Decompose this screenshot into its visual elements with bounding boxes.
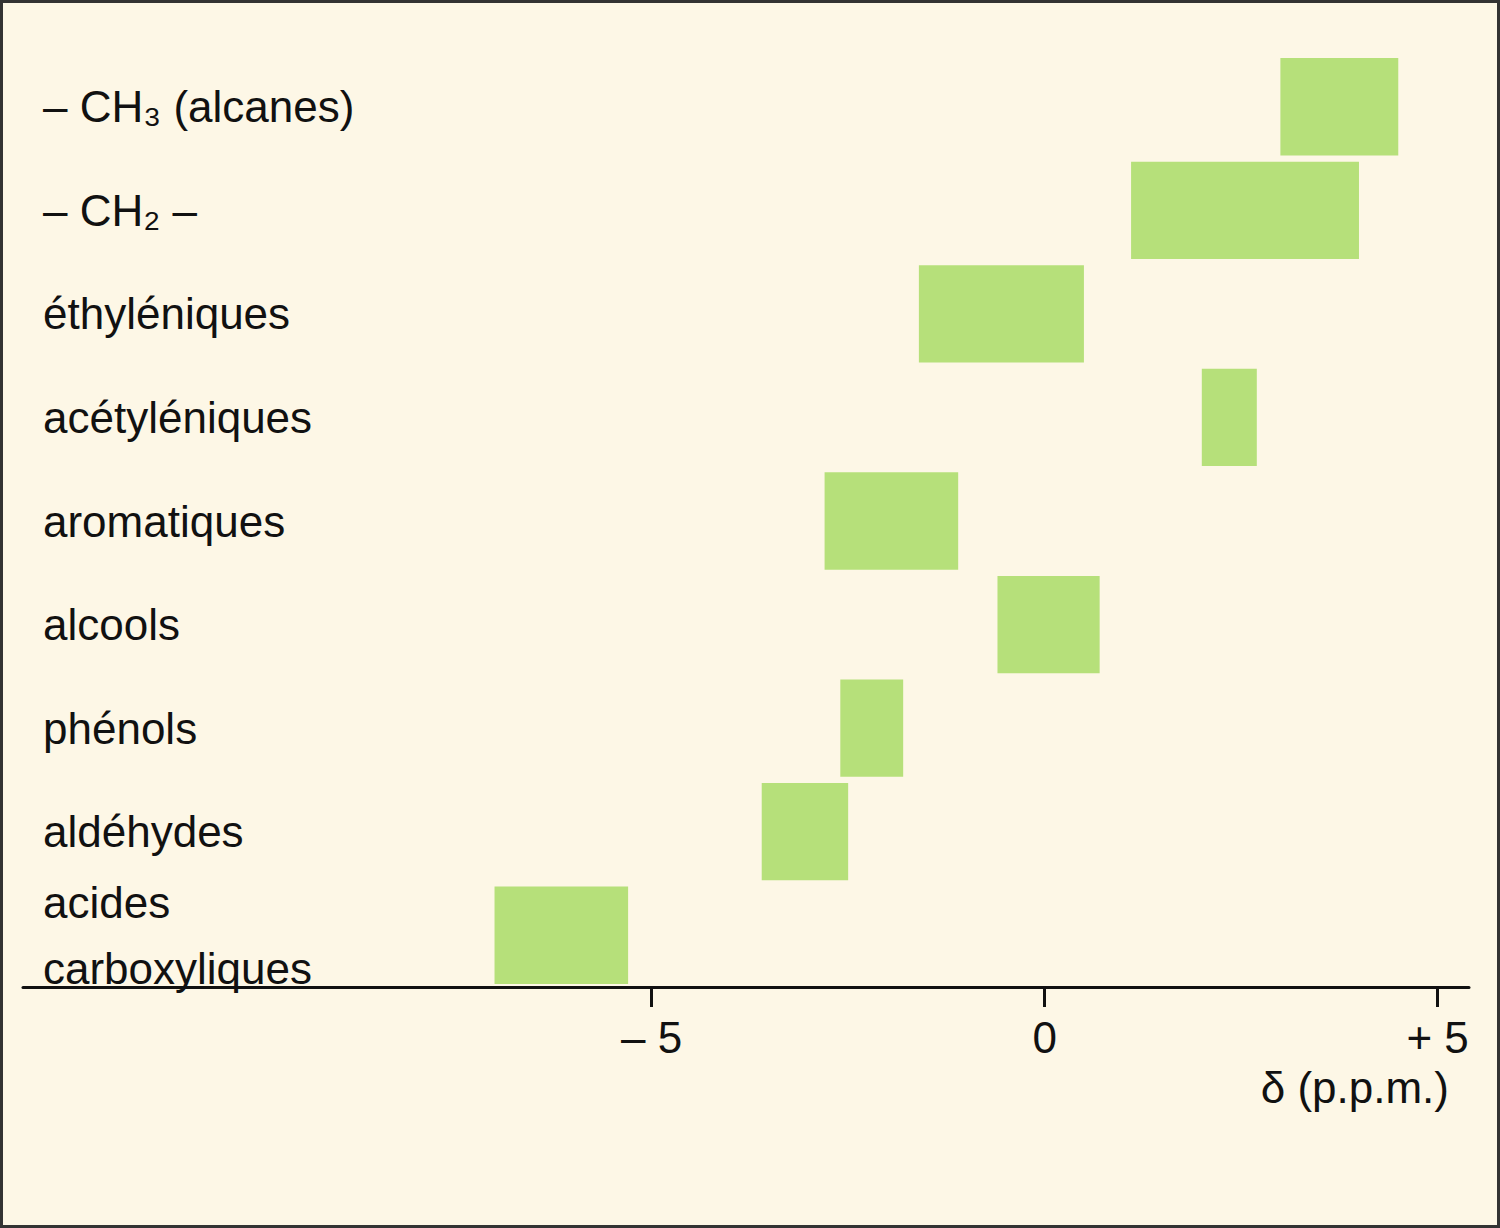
- svg-text:carboxyliques: carboxyliques: [43, 944, 312, 993]
- svg-text:– 5: – 5: [621, 1013, 682, 1062]
- svg-text:aldéhydes: aldéhydes: [43, 807, 244, 856]
- svg-text:– CH₃ (alcanes): – CH₃ (alcanes): [43, 82, 354, 131]
- svg-text:aromatiques: aromatiques: [43, 497, 285, 546]
- svg-text:+ 5: + 5: [1406, 1013, 1468, 1062]
- svg-text:acétyléniques: acétyléniques: [43, 393, 312, 442]
- svg-text:phénols: phénols: [43, 704, 197, 753]
- svg-text:0: 0: [1032, 1013, 1056, 1062]
- svg-text:δ (p.p.m.): δ (p.p.m.): [1261, 1063, 1449, 1112]
- svg-text:alcools: alcools: [43, 600, 180, 649]
- svg-text:éthyléniques: éthyléniques: [43, 289, 290, 338]
- svg-text:– CH₂ –: – CH₂ –: [43, 186, 198, 235]
- svg-text:acides: acides: [43, 878, 170, 927]
